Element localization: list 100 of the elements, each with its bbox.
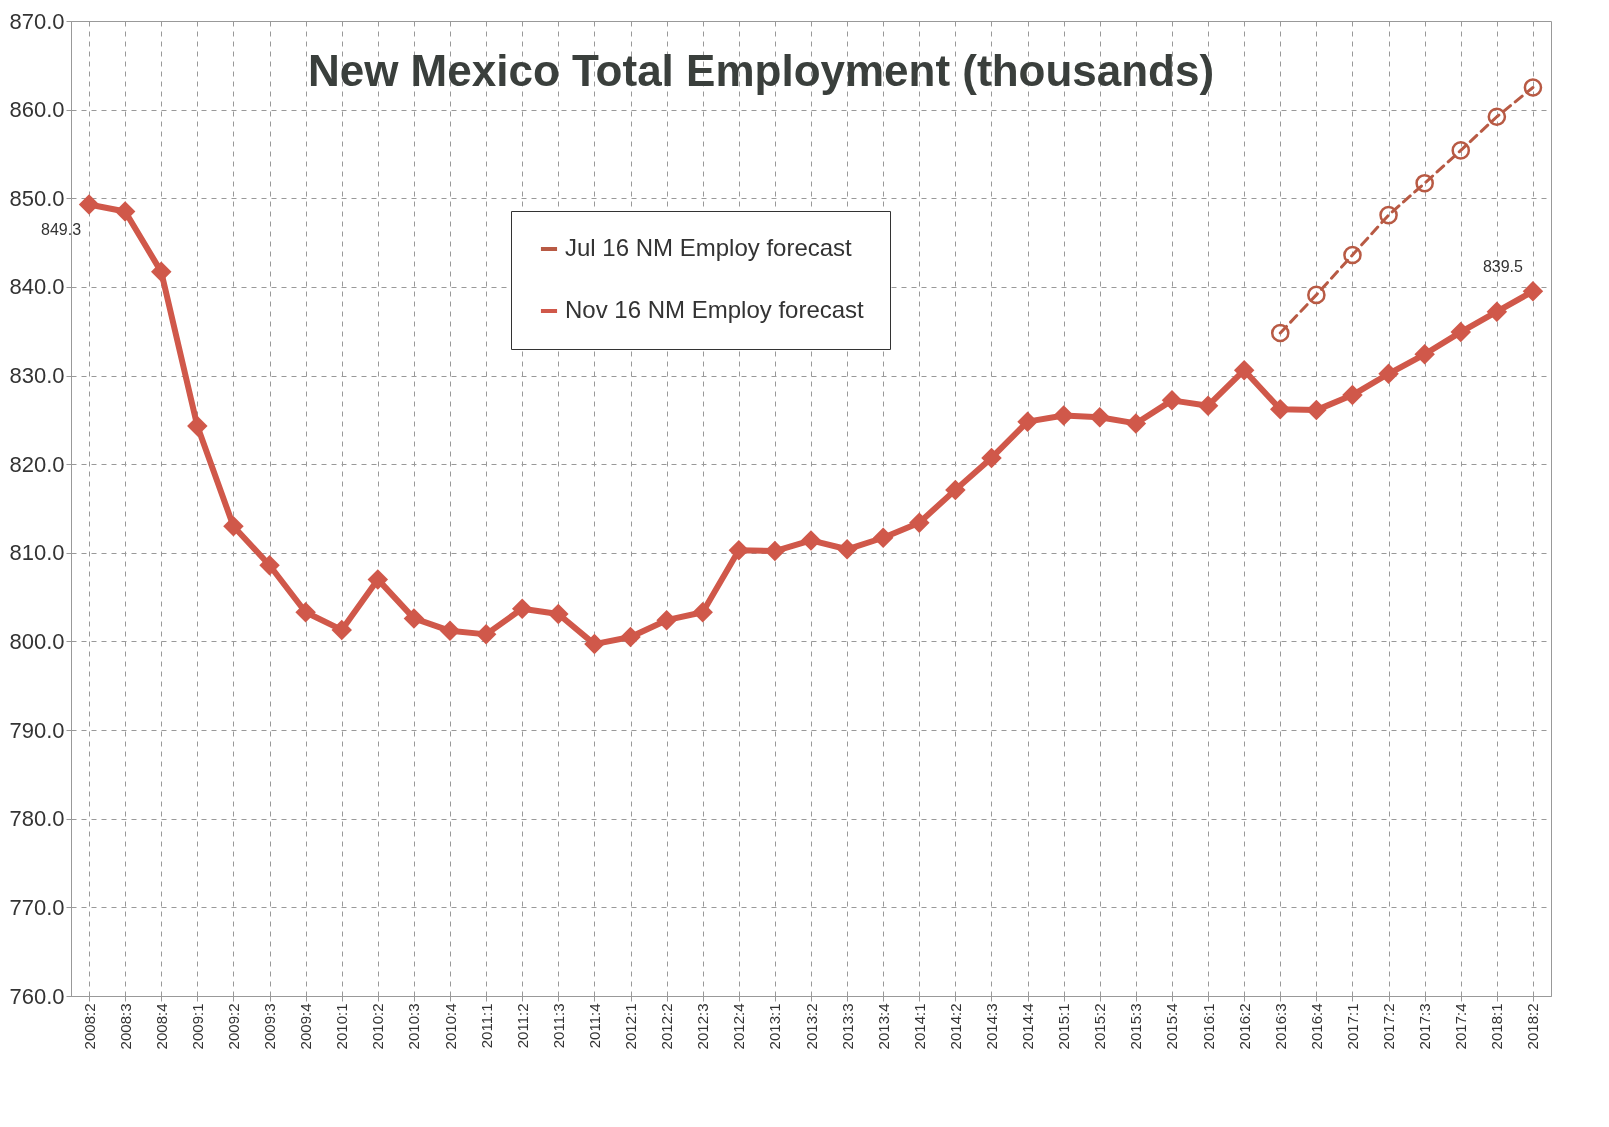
- x-tick-label: 2016:1: [1199, 1003, 1217, 1050]
- x-tick-label: 2011:1: [477, 1003, 495, 1049]
- annotation: 839.5: [1482, 258, 1524, 276]
- x-tick-label: 2017:4: [1452, 1003, 1470, 1050]
- point: [1342, 384, 1363, 406]
- point: [1233, 359, 1255, 381]
- y-tick-label: 840.0: [9, 274, 65, 300]
- x-tick-label: 2009:3: [261, 1003, 279, 1050]
- y-tick-label: 800.0: [9, 628, 65, 654]
- x-tick-label: 2013:3: [838, 1003, 856, 1050]
- x-tick-label: 2009:4: [297, 1003, 315, 1050]
- point: [295, 601, 316, 623]
- y-tick-label: 770.0: [9, 894, 65, 920]
- point: [259, 554, 280, 576]
- point: [1378, 363, 1399, 385]
- point: [1450, 321, 1471, 343]
- x-tick-label: 2014:3: [982, 1003, 1000, 1050]
- x-tick-label: 2014:4: [1019, 1003, 1037, 1050]
- point: [1451, 141, 1471, 160]
- point: [836, 539, 858, 560]
- y-tick-label: 850.0: [9, 185, 65, 211]
- point: [1522, 281, 1544, 302]
- point: [1379, 205, 1398, 225]
- point: [1306, 399, 1327, 421]
- point: [223, 515, 244, 537]
- point: [78, 194, 100, 215]
- x-tick-label: 2008:4: [152, 1003, 170, 1050]
- x-tick-label: 2013:4: [874, 1003, 892, 1050]
- y-tick-label: 780.0: [9, 806, 65, 832]
- point: [1487, 107, 1507, 127]
- x-tick-label: 2015:4: [1163, 1003, 1181, 1050]
- point: [114, 201, 136, 222]
- x-tick-label: 2017:3: [1416, 1003, 1434, 1050]
- point: [1197, 395, 1219, 416]
- point: [945, 479, 966, 501]
- point: [1125, 413, 1147, 434]
- x-tick-label: 2017:2: [1380, 1003, 1398, 1050]
- point: [151, 261, 172, 283]
- y-tick-label: 870.0: [9, 8, 65, 34]
- point: [1270, 398, 1291, 420]
- x-tick-label: 2015:2: [1091, 1003, 1109, 1050]
- point: [1486, 301, 1508, 322]
- point: [367, 569, 389, 590]
- x-tick-label: 2008:2: [80, 1003, 98, 1050]
- x-tick-label: 2011:2: [513, 1003, 531, 1049]
- point: [403, 608, 425, 629]
- x-tick-label: 2016:4: [1307, 1003, 1325, 1050]
- point: [728, 539, 750, 561]
- x-tick-label: 2018:1: [1488, 1003, 1506, 1050]
- point: [1523, 78, 1543, 97]
- x-tick-label: 2014:1: [910, 1003, 928, 1050]
- x-tick-label: 2016:2: [1235, 1003, 1253, 1050]
- point: [1017, 411, 1038, 432]
- point: [439, 620, 461, 642]
- point: [187, 415, 208, 437]
- x-tick-label: 2015:3: [1127, 1003, 1145, 1050]
- point: [764, 540, 786, 562]
- point: [692, 601, 713, 623]
- x-tick-label: 2012:1: [622, 1003, 640, 1050]
- x-tick-label: 2014:2: [946, 1003, 964, 1050]
- text: New Mexico Total Employment (thousands): [307, 46, 1215, 95]
- y-tick-label: 790.0: [9, 717, 65, 743]
- x-tick-label: 2010:4: [441, 1003, 459, 1050]
- x-tick-label: 2008:3: [116, 1003, 134, 1050]
- point: [620, 626, 641, 648]
- x-tick-label: 2013:2: [802, 1003, 820, 1050]
- y-tick-label: 760.0: [9, 983, 65, 1009]
- y-tick-label: 830.0: [9, 363, 65, 389]
- point: [584, 633, 605, 655]
- x-tick-label: 2013:1: [766, 1003, 784, 1050]
- x-tick-label: 2018:2: [1524, 1003, 1542, 1050]
- x-tick-label: 2010:3: [405, 1003, 423, 1050]
- legend-label: Jul 16 NM Employ forecast: [565, 234, 853, 261]
- y-tick-label: 820.0: [9, 451, 65, 477]
- point: [1307, 285, 1326, 305]
- point: [1161, 390, 1183, 411]
- point: [1415, 173, 1434, 193]
- point: [331, 619, 352, 641]
- point: [1270, 323, 1290, 343]
- point: [872, 527, 894, 548]
- point: [1089, 406, 1111, 428]
- x-tick-label: 2011:4: [585, 1003, 603, 1049]
- x-tick-label: 2011:3: [549, 1003, 567, 1049]
- y-tick-label: 810.0: [9, 540, 65, 566]
- point: [800, 530, 822, 551]
- point: [475, 624, 497, 645]
- point: [1414, 344, 1435, 365]
- point: [511, 598, 533, 619]
- x-tick-label: 2009:1: [188, 1003, 206, 1050]
- x-tick-label: 2016:3: [1271, 1003, 1289, 1050]
- x-tick-label: 2009:2: [224, 1003, 242, 1050]
- point: [1343, 245, 1362, 265]
- x-tick-label: 2015:1: [1055, 1003, 1073, 1050]
- point: [981, 447, 1002, 469]
- annotation: 849.3: [41, 221, 82, 239]
- x-tick-label: 2012:3: [694, 1003, 712, 1050]
- point: [656, 609, 677, 631]
- legend-label: Nov 16 NM Employ forecast: [565, 296, 865, 323]
- x-tick-label: 2012:4: [730, 1003, 748, 1050]
- x-tick-label: 2010:2: [369, 1003, 387, 1050]
